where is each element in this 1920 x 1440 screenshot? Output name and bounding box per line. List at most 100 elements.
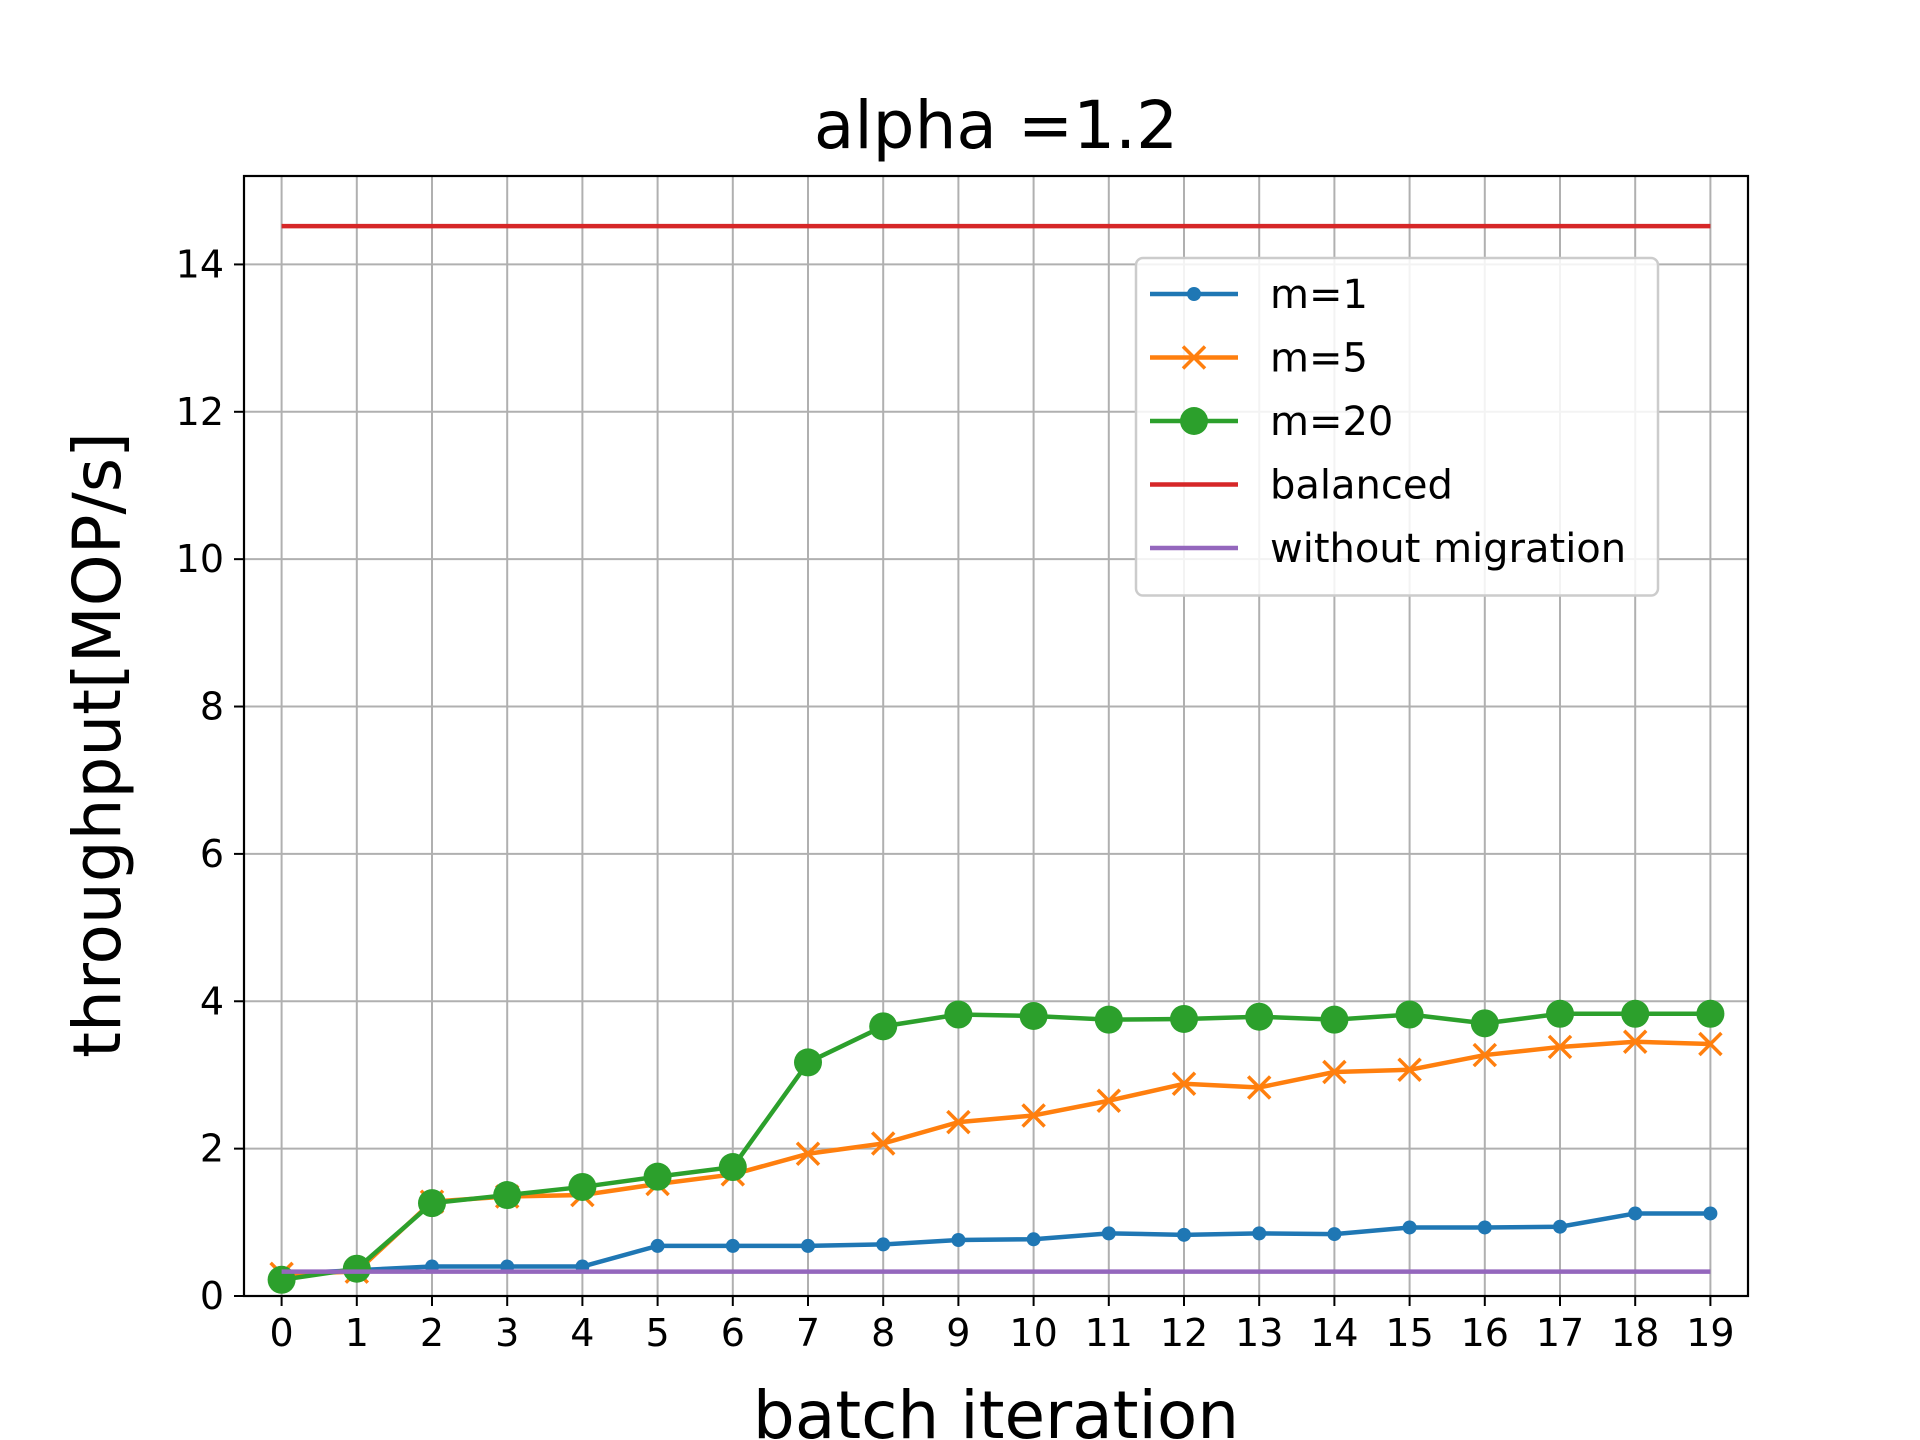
legend-entry: without migration [1150,526,1626,572]
data-point [795,1141,821,1167]
data-point [1322,1059,1347,1085]
data-point [869,1012,898,1041]
y-tick-label: 8 [200,685,224,729]
data-point [1703,1206,1718,1221]
legend-box [1134,256,1660,597]
data-point [643,1162,672,1191]
legend-label: m=1 [1270,272,1368,318]
data-point [1021,1103,1046,1128]
data-point [725,1238,740,1253]
x-tick-label: 10 [1009,1311,1057,1355]
legend-label: balanced [1270,463,1453,509]
data-point [1327,1227,1342,1242]
series-m-1 [274,1206,1718,1281]
x-tick-label: 18 [1611,1311,1659,1355]
data-point [1101,1226,1116,1241]
data-point [870,1131,896,1156]
y-tick-label: 12 [176,390,224,434]
x-tick-label: 6 [721,1311,745,1355]
x-tick-label: 19 [1686,1311,1734,1355]
data-point [801,1238,815,1253]
data-point [1395,1000,1424,1029]
data-point [951,1233,966,1247]
data-point [1546,999,1574,1028]
x-tick-label: 15 [1385,1311,1433,1355]
data-point [1171,1071,1197,1097]
x-tick-label: 13 [1235,1311,1283,1355]
y-axis-label: throughput[MOP/s] [59,432,136,1058]
data-point [418,1189,446,1218]
data-point [876,1237,891,1252]
data-point [493,1181,522,1210]
x-tick-label: 9 [946,1311,970,1355]
data-point [1477,1220,1492,1235]
grid [244,176,1748,1297]
data-point [1246,1075,1272,1100]
y-tick-label: 10 [176,537,224,581]
legend-entry: balanced [1150,463,1453,509]
x-tick-label: 14 [1310,1311,1358,1355]
data-point [1096,1088,1122,1113]
x-tick-label: 7 [796,1311,820,1355]
series-group [267,223,1725,1294]
data-point [1621,999,1650,1028]
axis-ticks: 0 1 2 3 4 5 6 7 8 9 10 11 12 13 14 15 16 17 18 190246810121… [176,242,1735,1355]
data-point [1470,1009,1499,1038]
data-point [1245,1002,1274,1031]
data-point [794,1048,822,1077]
x-tick-label: 12 [1160,1311,1208,1355]
legend-marker [1180,407,1208,435]
data-point [342,1254,371,1283]
x-tick-label: 16 [1461,1311,1509,1355]
series-m-5 [269,1029,1723,1287]
x-tick-label: 17 [1536,1311,1584,1355]
legend-label: without migration [1270,526,1626,572]
chart-title: alpha =1.2 [814,87,1178,164]
legend-marker [1187,287,1201,301]
data-point [1696,999,1725,1028]
data-point [1320,1005,1349,1034]
data-point [1622,1029,1648,1055]
data-point [1094,1005,1123,1034]
legend-label: m=5 [1270,336,1368,382]
legend-entry: m=1 [1150,272,1368,318]
data-point [718,1153,747,1182]
series-m-20 [267,999,1725,1294]
plot-frame [242,174,1750,1298]
x-tick-label: 3 [495,1311,519,1355]
x-tick-label: 8 [871,1311,895,1355]
data-point [1553,1219,1567,1234]
data-point [1397,1057,1422,1083]
data-point [1628,1206,1643,1221]
legend-label: m=20 [1270,399,1393,445]
data-point [1170,1004,1198,1033]
y-tick-label: 14 [176,242,224,286]
data-point [1019,1002,1048,1030]
data-point [1698,1031,1723,1057]
data-point [944,1000,973,1029]
x-tick-label: 4 [570,1311,594,1355]
legend: m=1 m=5 m=20 balanced without migration [1134,256,1660,597]
legend-entry: m=5 [1150,336,1368,382]
y-tick-label: 4 [200,979,224,1023]
data-point [650,1238,665,1253]
data-point [1177,1227,1191,1242]
series-line [281,1211,1711,1277]
data-point [1547,1034,1573,1060]
x-tick-label: 1 [345,1311,369,1355]
legend-entry: m=20 [1150,399,1393,445]
y-tick-label: 0 [200,1274,224,1318]
data-point [1402,1220,1417,1235]
y-tick-label: 6 [200,832,224,876]
data-point [1472,1042,1498,1068]
x-axis-label: batch iteration [753,1377,1239,1440]
x-tick-label: 2 [420,1311,444,1355]
data-point [1026,1232,1041,1247]
x-tick-label: 0 [270,1311,294,1355]
x-tick-label: 11 [1085,1311,1133,1355]
y-tick-label: 2 [200,1127,224,1171]
x-tick-label: 5 [646,1311,670,1355]
data-point [1252,1226,1267,1241]
